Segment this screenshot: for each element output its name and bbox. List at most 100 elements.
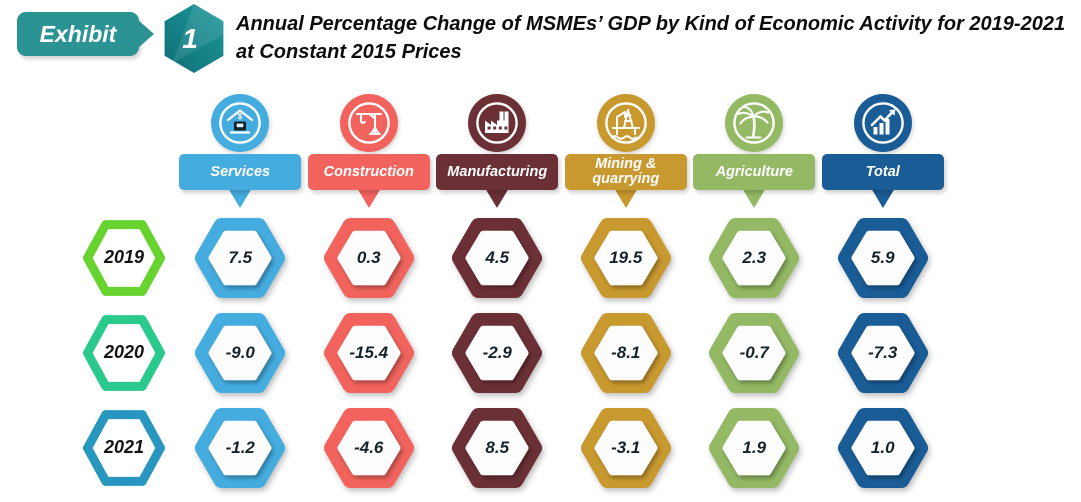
column-header-wrap: Manufacturing	[436, 154, 559, 210]
column-header: Mining & quarrying	[564, 154, 687, 190]
activity-column-5: Agriculture 2.3 -0.7 1.9	[690, 94, 819, 495]
badge-cell: 1.9	[709, 400, 800, 495]
growth-chart-icon	[853, 94, 912, 152]
crane-icon	[339, 94, 398, 152]
activity-column-6: Total 5.9 -7.3 1.0	[819, 94, 948, 495]
badge-cell: 4.5	[452, 210, 543, 305]
badge-cell: -15.4	[323, 305, 414, 400]
exhibit-banner: Exhibit	[17, 12, 154, 56]
exhibit-banner-arrow-icon	[138, 20, 154, 48]
column-label: Construction	[323, 163, 414, 180]
value-label: -0.7	[739, 342, 769, 362]
year-hexagon-outline	[83, 314, 165, 391]
badge-cell: -9.0	[195, 305, 286, 400]
column-header: Total	[821, 154, 944, 190]
column-label: Services	[210, 163, 271, 180]
activity-columns: $ Services 7.5 -9.0 -1.2 Construction 0.3 -15.4…	[176, 94, 947, 495]
badge-cell: 0.3	[323, 210, 414, 305]
year-column: 2019 2020 2021	[0, 94, 176, 495]
value-label: 1.9	[742, 437, 767, 457]
services-shop-icon: $	[211, 94, 270, 152]
badge-cell: 1.0	[837, 400, 928, 495]
mining-rig-icon	[596, 94, 655, 152]
value-badge: 7.5	[195, 216, 286, 300]
value-label: -7.3	[868, 342, 898, 362]
column-header-wrap: Services	[179, 154, 302, 210]
year-hexagon-2020: 2020	[82, 305, 166, 400]
value-label: 7.5	[228, 247, 253, 267]
activity-column-1: $ Services 7.5 -9.0 -1.2	[176, 94, 305, 495]
badge-hexagon	[709, 407, 800, 488]
column-header-wrap: Agriculture	[693, 154, 816, 210]
banner-tail-icon	[228, 188, 253, 208]
column-header-wrap: Mining & quarrying	[564, 154, 687, 210]
palm-tree-icon	[725, 94, 784, 152]
value-badge: -1.2	[195, 406, 286, 490]
column-label: Agriculture	[715, 163, 793, 180]
page-title: Annual Percentage Change of MSMEs’ GDP b…	[236, 13, 1066, 63]
badge-hexagon	[452, 312, 543, 393]
value-label: 2.3	[742, 247, 767, 267]
year-label: 2020	[103, 342, 145, 362]
value-label: -8.1	[611, 342, 641, 362]
value-label: -3.1	[611, 437, 641, 457]
column-label: Mining & quarrying	[592, 156, 660, 187]
column-header-wrap: Total	[821, 154, 944, 210]
badge-hexagon	[580, 312, 671, 393]
column-label: Total	[865, 163, 900, 180]
banner-tail-icon	[742, 188, 767, 208]
value-label: 8.5	[485, 437, 510, 457]
year-hexagon-outline	[83, 409, 165, 486]
value-label: -2.9	[482, 342, 512, 362]
column-header-wrap: Construction	[307, 154, 430, 210]
icon-glyph	[733, 102, 776, 144]
activity-column-4: Mining & quarrying 19.5 -8.1 -3.1	[562, 94, 691, 495]
value-badge: -9.0	[195, 311, 286, 395]
badge-cell: -7.3	[837, 305, 928, 400]
value-badge: 19.5	[580, 216, 671, 300]
value-badge: 1.9	[709, 406, 800, 490]
badge-cell: 8.5	[452, 400, 543, 495]
icon-glyph	[604, 102, 647, 144]
icon-glyph	[476, 102, 519, 144]
banner-tail-icon	[870, 188, 895, 208]
year-hexagon-outline	[83, 219, 165, 296]
value-badge: -7.3	[837, 311, 928, 395]
badge-hexagon	[837, 217, 928, 298]
badge-cell: 2.3	[709, 210, 800, 305]
factory-icon	[468, 94, 527, 152]
value-label: -15.4	[349, 342, 389, 362]
badge-cell: -0.7	[709, 305, 800, 400]
icon-glyph: $	[219, 102, 262, 144]
badge-hexagon	[323, 217, 414, 298]
value-badge: -15.4	[323, 311, 414, 395]
exhibit-number: 1	[182, 22, 198, 54]
activity-column-3: Manufacturing 4.5 -2.9 8.5	[433, 94, 562, 495]
value-badge: 0.3	[323, 216, 414, 300]
badge-hexagon	[323, 407, 414, 488]
badge-cell: 7.5	[195, 210, 286, 305]
value-label: -9.0	[225, 342, 255, 362]
value-label: 5.9	[870, 247, 895, 267]
badge-cell: 19.5	[580, 210, 671, 305]
exhibit-label: Exhibit	[39, 20, 117, 47]
exhibit-number-hexagon: 1	[160, 3, 228, 74]
icon-glyph	[861, 102, 904, 144]
year-hexagon-2021: 2021	[82, 400, 166, 495]
badge-hexagon	[709, 217, 800, 298]
value-label: -4.6	[354, 437, 384, 457]
badge-hexagon	[837, 407, 928, 488]
badge-hexagon	[195, 217, 286, 298]
badge-hexagon	[323, 312, 414, 393]
value-badge: 2.3	[709, 216, 800, 300]
badge-cell: -8.1	[580, 305, 671, 400]
value-badge: -2.9	[452, 311, 543, 395]
badge-cell: -1.2	[195, 400, 286, 495]
banner-tail-icon	[485, 188, 510, 208]
icon-glyph	[347, 102, 390, 144]
chart: 2019 2020 2021 $ Services 7.5 -9.0 -1.2 Constru…	[0, 94, 947, 495]
banner-tail-icon	[613, 188, 638, 208]
value-badge: -0.7	[709, 311, 800, 395]
value-label: 19.5	[609, 247, 643, 267]
badge-hexagon	[580, 407, 671, 488]
